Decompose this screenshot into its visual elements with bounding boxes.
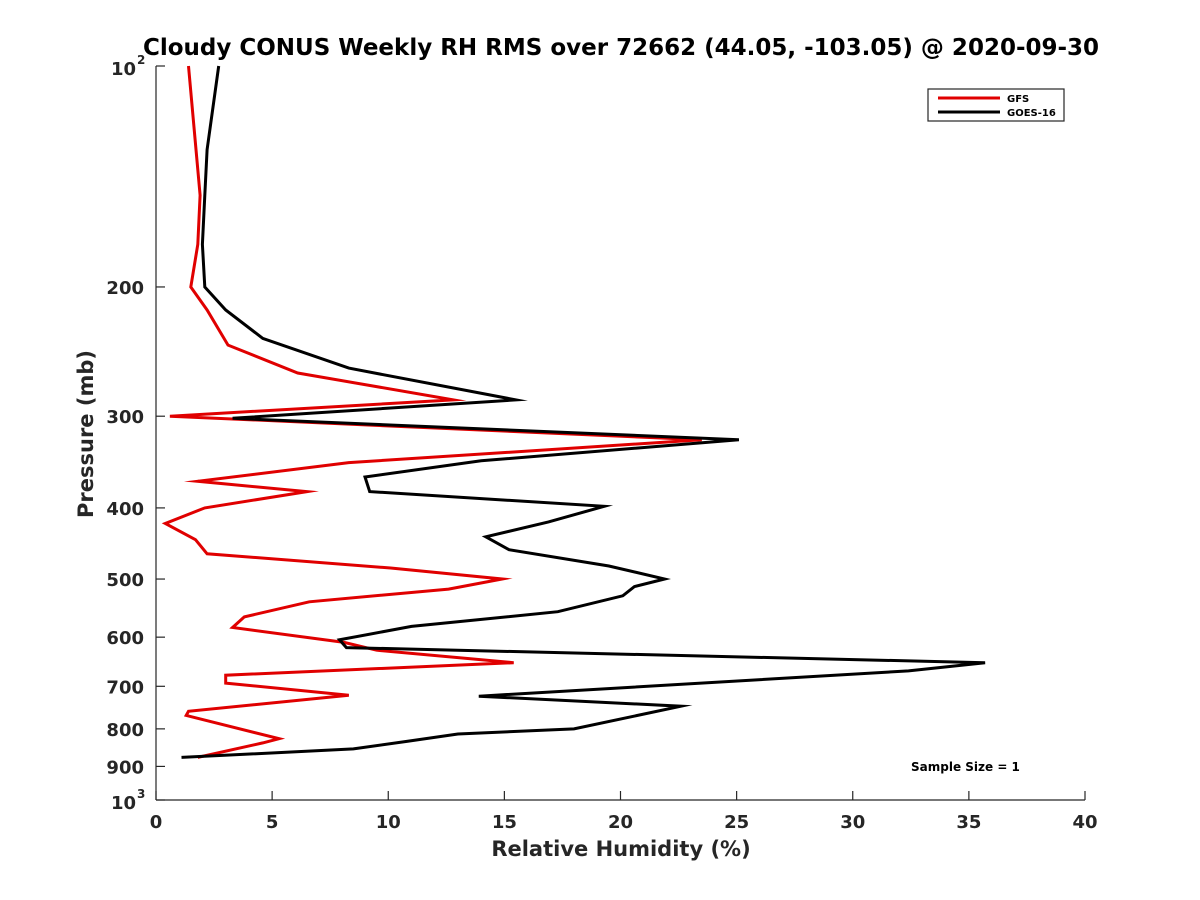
x-tick-label: 20 [608, 812, 633, 833]
y-tick-label: 500 [106, 570, 144, 591]
x-tick-label: 35 [956, 812, 981, 833]
series-layer [161, 65, 986, 759]
x-tick-label: 5 [266, 812, 279, 833]
y-tick-label-exponent: 3 [137, 787, 145, 801]
y-tick-label: 800 [106, 720, 144, 741]
series-line-gfs [161, 65, 702, 759]
y-tick-label: 200 [106, 278, 144, 299]
series-line-goes-16 [181, 65, 986, 759]
legend-label: GFS [1007, 94, 1029, 105]
y-tick-label: 400 [106, 499, 144, 520]
y-tick-label: 700 [106, 677, 144, 698]
x-tick-label: 10 [376, 812, 401, 833]
x-tick-label: 30 [840, 812, 865, 833]
sample-size-annotation: Sample Size = 1 [911, 760, 1020, 774]
legend-label: GOES-16 [1007, 108, 1056, 119]
y-tick-label: 600 [106, 628, 144, 649]
x-tick-label: 15 [492, 812, 517, 833]
x-tick-label: 25 [724, 812, 749, 833]
y-tick-label: 900 [106, 757, 144, 778]
y-tick-label-base: 10 [111, 793, 136, 814]
x-tick-label: 40 [1072, 812, 1097, 833]
y-tick-label-base: 10 [111, 59, 136, 80]
legend-box [927, 88, 1065, 122]
y-tick-label-exponent: 2 [137, 53, 145, 67]
y-tick-label: 300 [106, 407, 144, 428]
legend: GFS GOES-16 [927, 88, 1065, 122]
x-tick-label: 0 [150, 812, 163, 833]
y-axis-label: Pressure (mb) [74, 350, 98, 518]
chart-title: Cloudy CONUS Weekly RH RMS over 72662 (4… [143, 35, 1099, 61]
x-axis-label: Relative Humidity (%) [491, 837, 750, 861]
